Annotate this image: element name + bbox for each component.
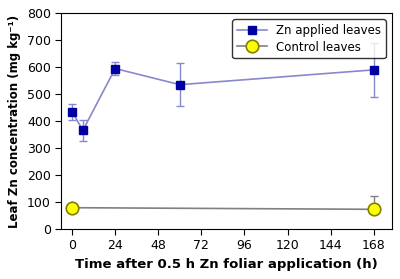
Zn applied leaves bbox=[371, 68, 376, 71]
Y-axis label: Leaf Zn concentration (mg kg⁻¹): Leaf Zn concentration (mg kg⁻¹) bbox=[8, 15, 21, 228]
Line: Zn applied leaves: Zn applied leaves bbox=[68, 64, 378, 134]
Zn applied leaves bbox=[178, 83, 182, 86]
Zn applied leaves bbox=[80, 129, 85, 132]
Legend: Zn applied leaves, Control leaves: Zn applied leaves, Control leaves bbox=[232, 19, 386, 58]
Zn applied leaves bbox=[70, 110, 74, 113]
Zn applied leaves bbox=[113, 67, 118, 70]
X-axis label: Time after 0.5 h Zn foliar application (h): Time after 0.5 h Zn foliar application (… bbox=[75, 258, 378, 271]
